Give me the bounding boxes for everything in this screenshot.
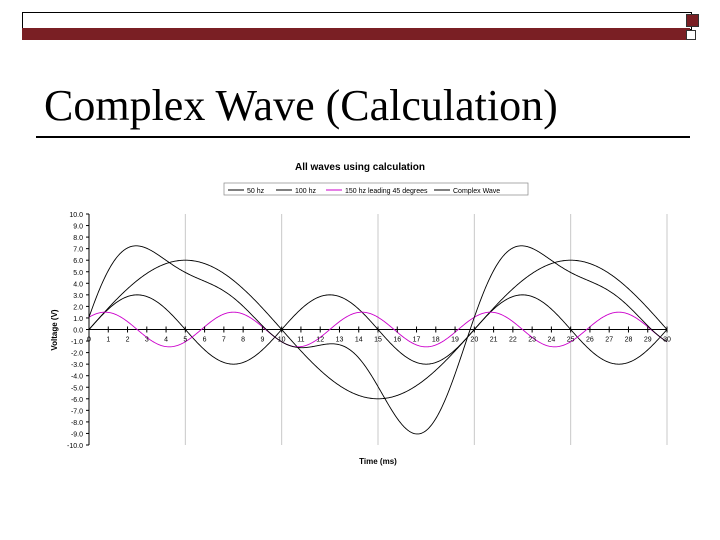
- x-tick-label: 16: [393, 337, 401, 344]
- legend-label: 50 hz: [247, 188, 265, 195]
- x-tick-label: 10: [278, 337, 286, 344]
- legend-label: Complex Wave: [453, 188, 500, 195]
- y-tick-label: -3.0: [71, 362, 83, 369]
- y-tick-label: -6.0: [71, 397, 83, 404]
- x-tick-label: 22: [509, 337, 517, 344]
- y-tick-label: 10.0: [69, 212, 83, 219]
- legend-box: [223, 182, 529, 196]
- x-tick-label: 13: [336, 337, 344, 344]
- x-tick-label: 0: [87, 337, 91, 344]
- x-axis-label: Time (ms): [359, 457, 397, 466]
- y-tick-label: 2.0: [73, 304, 83, 311]
- x-tick-label: 27: [605, 337, 613, 344]
- x-tick-label: 23: [528, 337, 536, 344]
- series-line-0: [88, 259, 668, 400]
- x-tick-label: 19: [451, 337, 459, 344]
- y-tick-label: -9.0: [71, 431, 83, 438]
- y-tick-label: -7.0: [71, 408, 83, 415]
- x-tick-label: 4: [164, 337, 168, 344]
- x-tick-label: 6: [203, 337, 207, 344]
- x-tick-label: 17: [413, 337, 421, 344]
- series-line-3: [88, 245, 668, 435]
- x-tick-label: 24: [548, 337, 556, 344]
- y-tick-label: 6.0: [73, 258, 83, 265]
- y-tick-label: -1.0: [71, 339, 83, 346]
- y-tick-label: 3.0: [73, 293, 83, 300]
- chart-title: All waves using calculation: [295, 162, 425, 173]
- top-accent-bar: [22, 28, 690, 40]
- x-tick-label: 15: [374, 337, 382, 344]
- y-tick-label: 5.0: [73, 270, 83, 277]
- title-underline: [36, 136, 690, 138]
- y-tick-label: -10.0: [67, 443, 83, 450]
- chart-ticks: -10.0 -9.0 -8.0 -7.0 -6.0 -5.0 -4.0 -3.0 -2.0 -1.…: [67, 212, 671, 450]
- y-tick-label: 7.0: [73, 247, 83, 254]
- x-tick-label: 5: [183, 337, 187, 344]
- y-tick-label: 8.0: [73, 235, 83, 242]
- x-tick-label: 25: [567, 337, 575, 344]
- x-tick-label: 29: [644, 337, 652, 344]
- x-tick-label: 1: [106, 337, 110, 344]
- x-tick-label: 21: [490, 337, 498, 344]
- y-tick-label: 9.0: [73, 224, 83, 231]
- y-axis-label: Voltage (V): [50, 309, 59, 351]
- x-tick-label: 2: [126, 337, 130, 344]
- y-tick-label: 1.0: [73, 316, 83, 323]
- x-tick-label: 3: [145, 337, 149, 344]
- x-tick-label: 26: [586, 337, 594, 344]
- series-line-2: [88, 311, 668, 348]
- x-tick-label: 9: [260, 337, 264, 344]
- x-tick-label: 8: [241, 337, 245, 344]
- slide-title: Complex Wave (Calculation): [44, 81, 558, 130]
- decorative-square: [686, 14, 699, 27]
- decorative-square: [686, 30, 696, 40]
- x-tick-label: 14: [355, 337, 363, 344]
- y-tick-label: -4.0: [71, 374, 83, 381]
- x-tick-label: 30: [663, 337, 671, 344]
- x-tick-label: 7: [222, 337, 226, 344]
- y-tick-label: -2.0: [71, 351, 83, 358]
- legend-label: 150 hz leading 45 degrees: [345, 188, 428, 195]
- y-tick-label: -8.0: [71, 420, 83, 427]
- x-tick-label: 18: [432, 337, 440, 344]
- chart-legend: 50 hz 100 hz 150 hz leading 45 degrees Comp…: [223, 182, 529, 196]
- y-tick-label: 0.0: [73, 328, 83, 335]
- y-tick-label: 4.0: [73, 281, 83, 288]
- x-tick-label: 28: [625, 337, 633, 344]
- x-tick-label: 20: [470, 337, 478, 344]
- x-tick-label: 12: [316, 337, 324, 344]
- x-tick-label: 11: [297, 337, 304, 344]
- legend-label: 100 hz: [295, 188, 317, 195]
- y-tick-label: -5.0: [71, 385, 83, 392]
